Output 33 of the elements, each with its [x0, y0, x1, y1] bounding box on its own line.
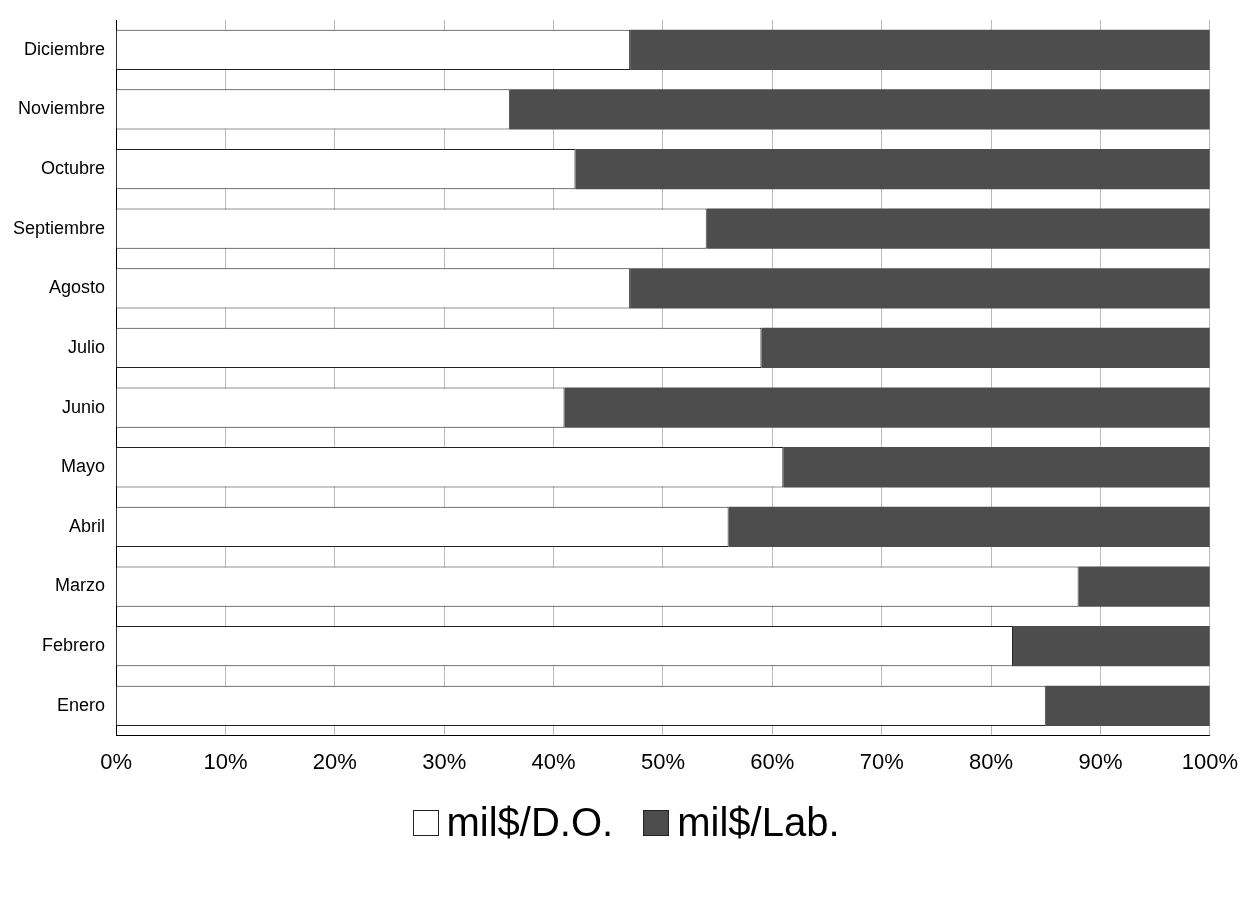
bar: [1012, 626, 1210, 667]
y-tick-label: Agosto: [49, 277, 106, 298]
y-tick-label: Junio: [62, 396, 106, 417]
y-tick-label: Enero: [57, 694, 106, 715]
y-tick-label: Mayo: [61, 456, 106, 477]
x-tick-label: 10%: [203, 748, 248, 774]
bar: [728, 506, 1210, 548]
x-tick-label: 50%: [640, 748, 685, 774]
x-tick-label: 40%: [531, 748, 576, 774]
x-tick-label: 60%: [750, 748, 795, 774]
x-tick-label: 100%: [1181, 748, 1239, 774]
y-tick-label: Septiembre: [12, 217, 106, 238]
x-tick-label: 90%: [1078, 748, 1123, 774]
bar: [1045, 685, 1210, 726]
y-tick-label: Abril: [69, 515, 106, 536]
x-tick-label: 80%: [969, 748, 1014, 774]
bar: [761, 327, 1210, 369]
legend-label: mil$/Lab.: [677, 800, 840, 845]
bar: [1078, 566, 1210, 607]
x-tick-label: 20%: [312, 748, 357, 774]
bar: [575, 148, 1210, 190]
x-tick-label: 30%: [422, 748, 467, 774]
bar: [783, 447, 1210, 488]
y-tick-label: Noviembre: [18, 98, 106, 119]
y-tick-label: Julio: [68, 336, 106, 357]
y-tick-label: Diciembre: [24, 38, 106, 59]
x-tick-label: 0%: [100, 748, 132, 774]
x-tick-label: 70%: [859, 748, 904, 774]
bar: [630, 29, 1210, 70]
y-tick-label: Octubre: [41, 158, 106, 179]
y-tick-label: Marzo: [55, 575, 106, 596]
y-tick-label: Febrero: [42, 635, 106, 656]
series-label: mil$/D.O.: [446, 800, 614, 845]
